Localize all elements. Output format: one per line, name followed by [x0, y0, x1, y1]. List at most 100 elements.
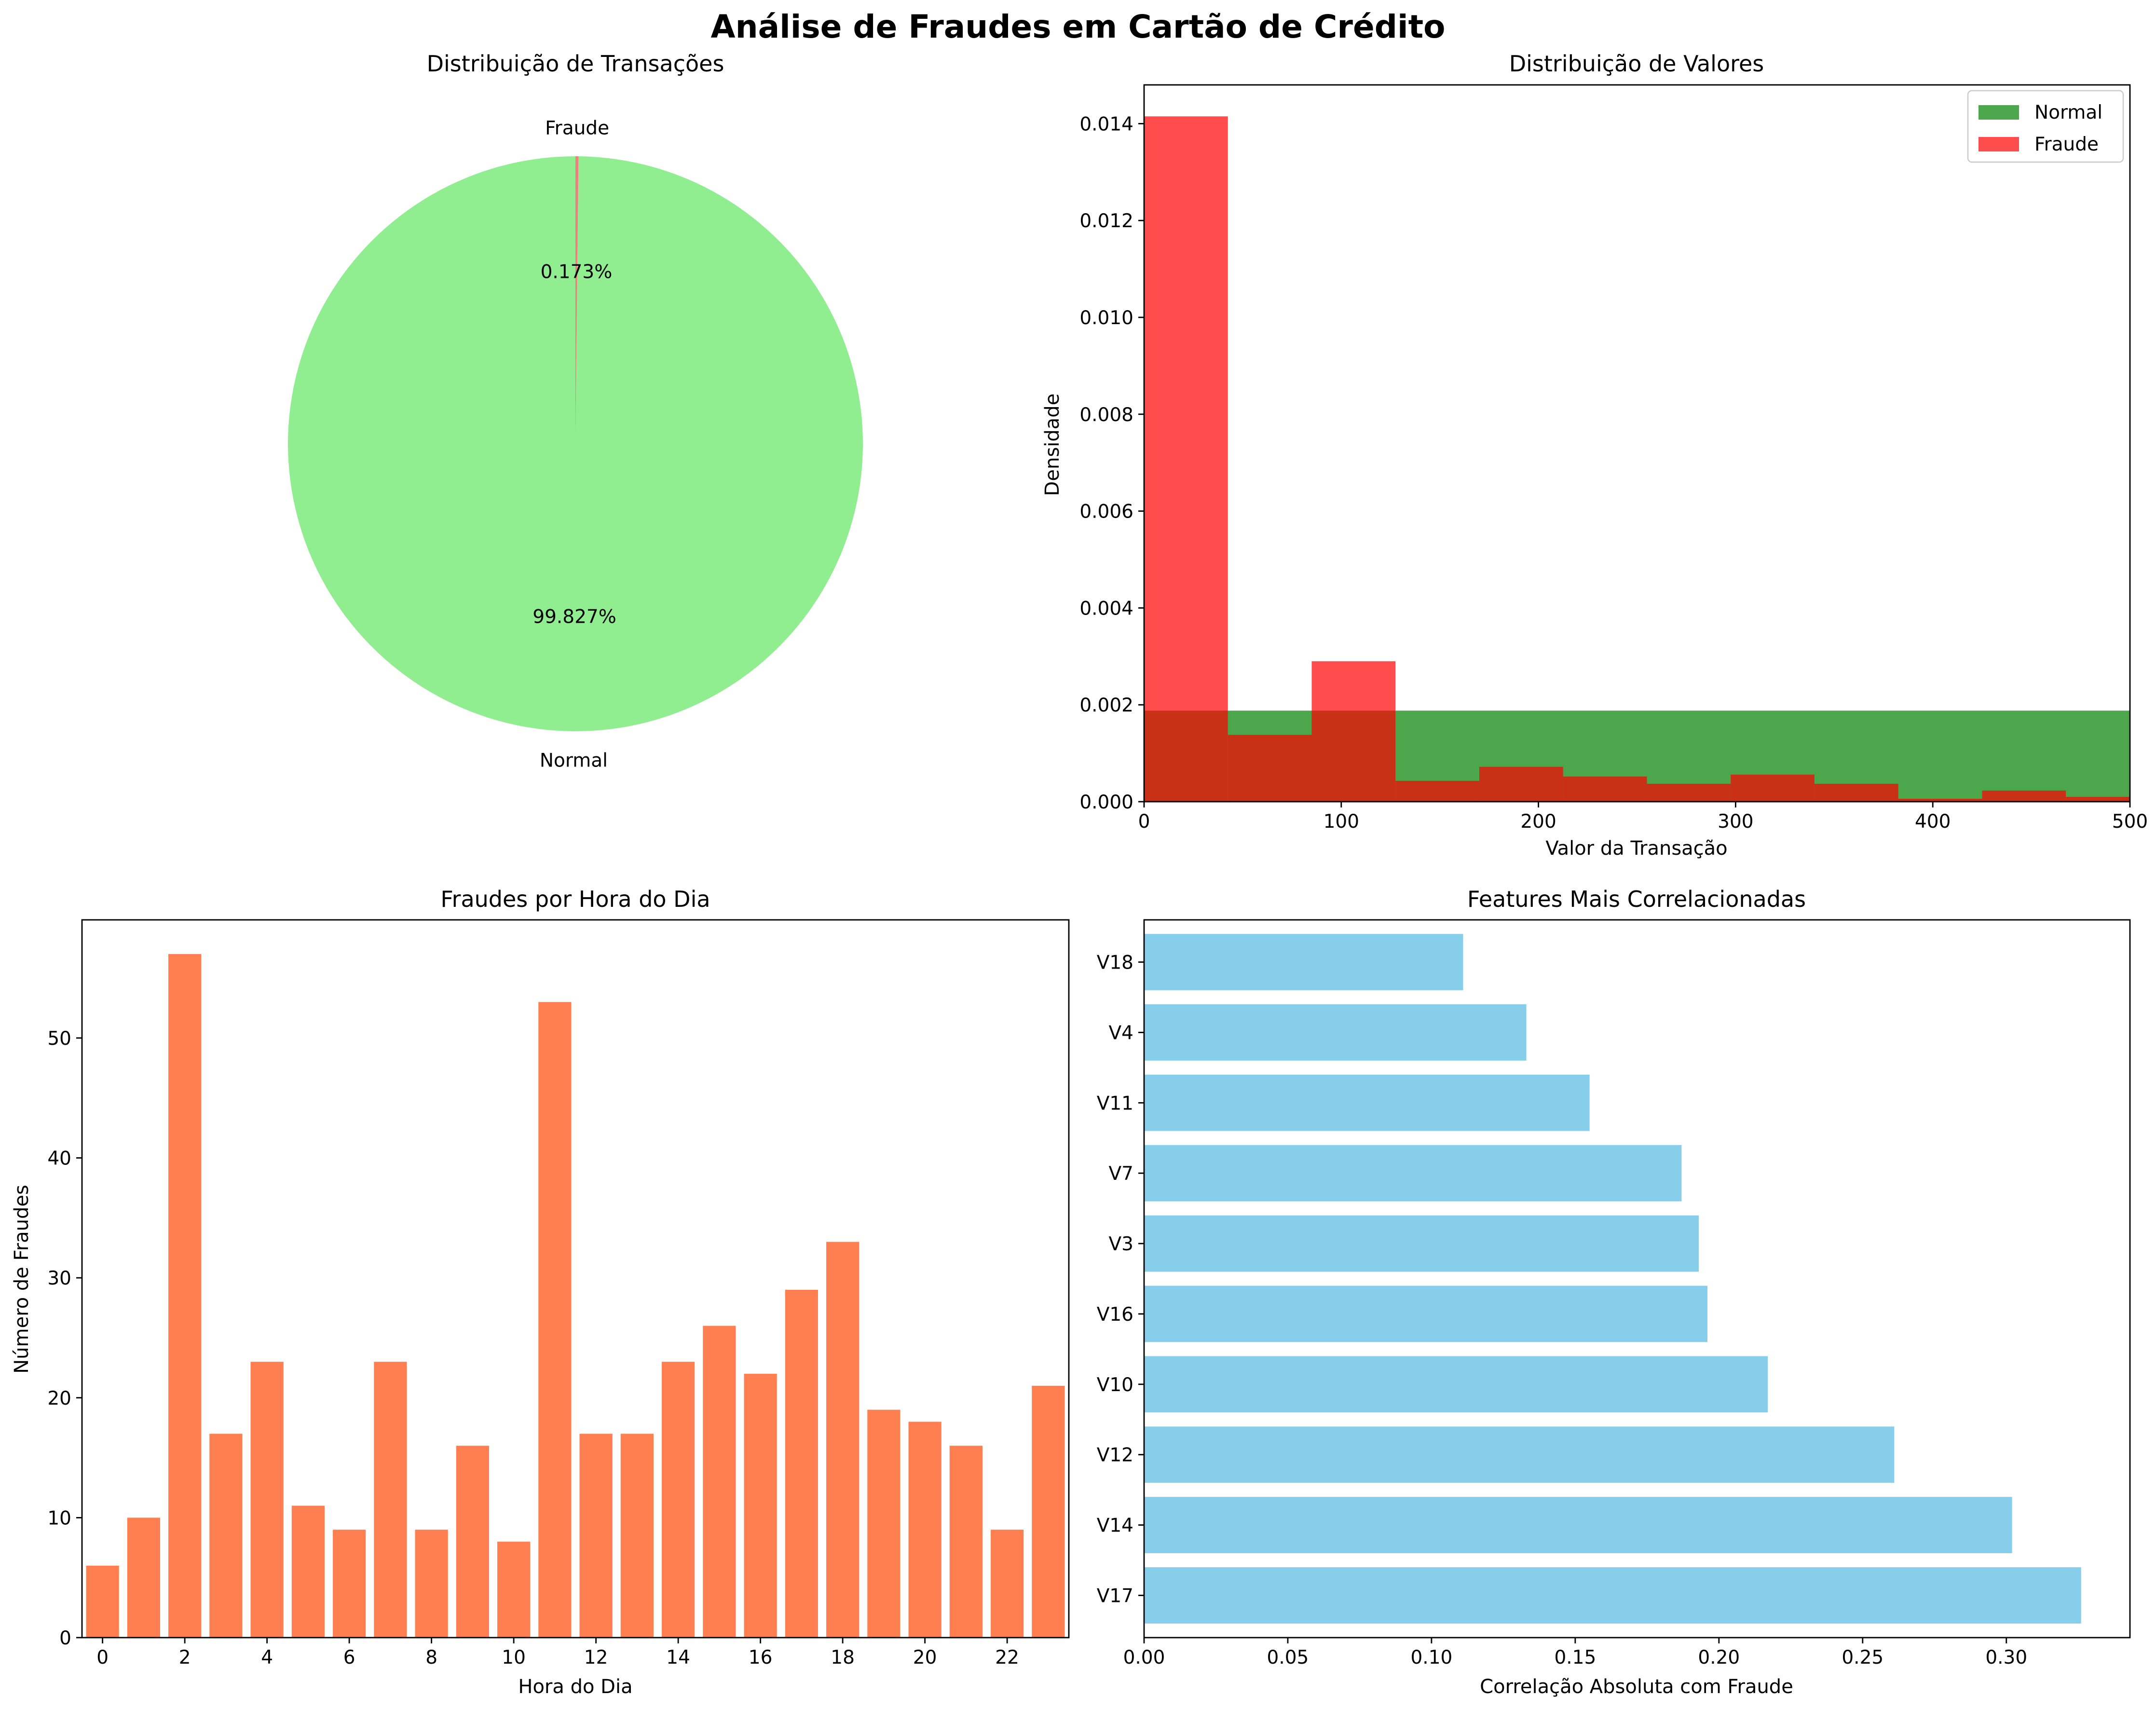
- hourly-bar: [991, 1530, 1024, 1638]
- hourly-bar: [333, 1530, 366, 1638]
- pie-panel: Distribuição de Transações Normal 99.827%…: [288, 51, 863, 772]
- hourly-ytick-label: 30: [47, 1268, 71, 1289]
- histogram-xtick-label: 400: [1915, 811, 1951, 833]
- hourly-bar: [250, 1362, 284, 1638]
- correlation-xtick-label: 0.30: [1985, 1647, 2027, 1668]
- histogram-bar-fraude: [1647, 783, 1731, 802]
- histogram-bar-fraude: [1395, 780, 1479, 802]
- hourly-ytick-label: 10: [47, 1507, 71, 1529]
- correlation-frame: [1143, 919, 2131, 1639]
- correlation-bar-v7: [1144, 1145, 1682, 1202]
- histogram-bar-fraude: [1731, 774, 1815, 802]
- hourly-bar: [620, 1434, 654, 1638]
- histogram-ytick-label: 0.012: [1079, 210, 1133, 232]
- hourly-xtick-label: 4: [261, 1647, 273, 1668]
- correlation-bar-v18: [1144, 934, 1463, 990]
- correlation-ytick-label: V11: [1097, 1093, 1133, 1114]
- hourly-xtick-label: 18: [831, 1647, 855, 1668]
- correlation-panel: Features Mais Correlacionadas V17V14V12V…: [1097, 886, 2131, 1698]
- histogram-bar-fraude: [1982, 790, 2066, 802]
- histogram-bar-fraude: [1144, 116, 1228, 802]
- hourly-xtick-label: 8: [425, 1647, 437, 1668]
- hourly-bar: [662, 1362, 695, 1638]
- histogram-title: Distribuição de Valores: [1509, 51, 1764, 77]
- correlation-ytick-label: V10: [1097, 1374, 1133, 1396]
- histogram-ytick-label: 0.006: [1079, 501, 1133, 523]
- hourly-bar: [497, 1542, 531, 1638]
- pie-label: Normal: [540, 750, 608, 772]
- histogram-bar-fraude: [1898, 798, 1982, 802]
- histogram-bar-fraude: [1311, 661, 1396, 802]
- histogram-ytick-label: 0.000: [1079, 792, 1133, 813]
- histogram-legend-label: Fraude: [2034, 134, 2099, 155]
- histogram-ytick-label: 0.010: [1079, 307, 1133, 329]
- pie-label: Fraude: [545, 117, 609, 139]
- hourly-bar: [908, 1422, 942, 1638]
- correlation-title: Features Mais Correlacionadas: [1467, 886, 1806, 912]
- figure-title: Análise de Fraudes em Cartão de Crédito: [711, 8, 1446, 45]
- hourly-xlabel: Hora do Dia: [518, 1676, 632, 1698]
- correlation-bar-v4: [1144, 1004, 1527, 1061]
- hourly-bars: [86, 954, 1065, 1638]
- histogram-xlabel: Valor da Transação: [1545, 837, 1727, 860]
- histogram-ylabel: Densidade: [1041, 394, 1064, 496]
- histogram-bars: [1144, 116, 2130, 802]
- histogram-legend-label: Normal: [2034, 102, 2102, 123]
- hourly-frame: [81, 919, 1070, 1639]
- histogram-xtick-label: 100: [1324, 811, 1359, 833]
- hourly-xtick-label: 14: [666, 1647, 690, 1668]
- hourly-title: Fraudes por Hora do Dia: [440, 886, 710, 912]
- hourly-bar: [826, 1242, 860, 1638]
- histogram-ytick-label: 0.002: [1079, 695, 1133, 716]
- hourly-bar: [86, 1565, 119, 1638]
- hourly-ytick-label: 50: [47, 1028, 71, 1050]
- hourly-ytick-label: 40: [47, 1148, 71, 1170]
- hourly-axes: 0 2 4 6 8 10 12 14 16 18 20 22 0 10 20 30 40 50: [47, 919, 1070, 1668]
- correlation-bar-v14: [1144, 1497, 2012, 1553]
- histogram-legend: Normal Fraude: [1967, 90, 2124, 163]
- hourly-xtick-label: 22: [995, 1647, 1019, 1668]
- correlation-bars: [1144, 934, 2081, 1624]
- hourly-bar: [456, 1446, 489, 1638]
- hourly-bar: [949, 1446, 982, 1638]
- correlation-bar-v16: [1144, 1285, 1707, 1342]
- hourly-bar: [415, 1530, 448, 1638]
- hourly-bar-panel: Fraudes por Hora do Dia 0 2 4 6 8 10 12 14 16 18 2…: [11, 886, 1070, 1698]
- pie-labels: Normal 99.827% Fraude 0.173%: [532, 117, 616, 771]
- correlation-xtick-label: 0.25: [1842, 1647, 1883, 1668]
- hourly-bar: [703, 1326, 736, 1638]
- hourly-bar: [374, 1362, 407, 1638]
- hourly-ylabel: Número de Fraudes: [11, 1185, 33, 1374]
- correlation-ytick-label: V17: [1097, 1585, 1133, 1607]
- histogram-bar-fraude: [1228, 735, 1312, 802]
- correlation-xtick-label: 0.05: [1267, 1647, 1309, 1668]
- hourly-bar: [127, 1518, 160, 1638]
- histogram-ytick-label: 0.004: [1079, 598, 1133, 619]
- pie-slice-fraude: [575, 156, 579, 444]
- correlation-bar-v10: [1144, 1356, 1768, 1413]
- correlation-bar-v3: [1144, 1215, 1699, 1272]
- hourly-bar: [209, 1434, 243, 1638]
- pie-slice-normal: [288, 156, 863, 731]
- correlation-xtick-label: 0.10: [1410, 1647, 1452, 1668]
- hourly-bar: [168, 954, 202, 1638]
- histogram-bar-fraude: [1563, 776, 1647, 802]
- histogram-legend-swatch-fraude: [1979, 137, 2019, 151]
- hourly-bar: [744, 1374, 777, 1638]
- correlation-ytick-label: V18: [1097, 952, 1133, 974]
- correlation-xtick-label: 0.00: [1123, 1647, 1165, 1668]
- hourly-ytick-label: 0: [59, 1627, 71, 1649]
- pie-slices: [288, 156, 863, 731]
- histogram-bar-fraude: [1814, 783, 1898, 802]
- histogram-axes: 0 100 200 300 400 500 0.000 0.002 0.004 0.006 0.00…: [1079, 84, 2148, 833]
- hourly-xtick-label: 16: [749, 1647, 773, 1668]
- histogram-xtick-label: 300: [1718, 811, 1753, 833]
- hourly-bar: [291, 1505, 325, 1638]
- histogram-xtick-label: 200: [1520, 811, 1556, 833]
- histogram-ytick-label: 0.014: [1079, 113, 1133, 135]
- hourly-xtick-label: 0: [96, 1647, 109, 1668]
- correlation-bar-v12: [1144, 1426, 1895, 1483]
- correlation-ytick-label: V7: [1109, 1163, 1134, 1185]
- histogram-frame: [1143, 84, 2131, 803]
